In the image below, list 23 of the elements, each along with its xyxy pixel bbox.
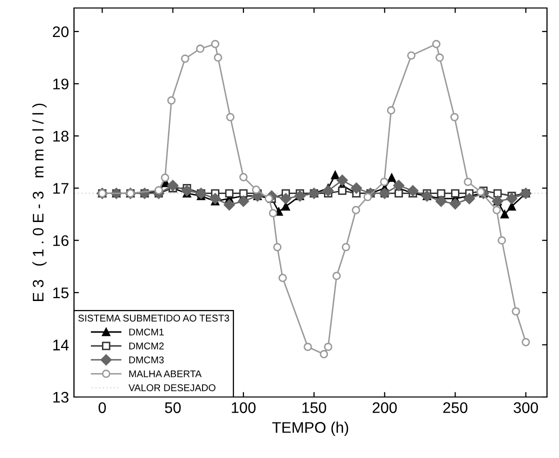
x-tick-label: 50 [164,402,181,414]
legend-label: MALHA ABERTA [129,370,202,378]
x-tick-label: 150 [302,402,326,414]
y-tick-label: 15 [53,288,68,298]
x-axis-title: TEMPO (h) [272,422,348,436]
legend-label: DMCM2 [129,342,164,350]
legend-label: DMCM3 [129,356,164,364]
y-tick-label: 13 [53,392,68,403]
legend-title: SISTEMA SUBMETIDO AO TEST3 [78,314,230,322]
x-tick-label: 200 [372,402,397,414]
x-tick-label: 0 [98,402,106,414]
y-tick-label: 14 [53,340,69,350]
x-tick-label: 100 [232,402,256,414]
y-tick-label: 20 [52,26,69,38]
legend-label: DMCM1 [129,328,164,336]
y-tick-label: 19 [53,78,68,90]
x-tick-label: 300 [514,402,538,414]
y-axis-title: E 3 ( 1 . 0 E - 3 m m o l / l ) [32,104,47,301]
y-tick-label: 18 [53,130,68,142]
y-tick-label: 17 [53,183,68,194]
legend-label: VALOR DESEJADO [128,384,216,392]
y-tick-label: 16 [53,235,68,246]
x-tick-label: 250 [443,402,468,414]
